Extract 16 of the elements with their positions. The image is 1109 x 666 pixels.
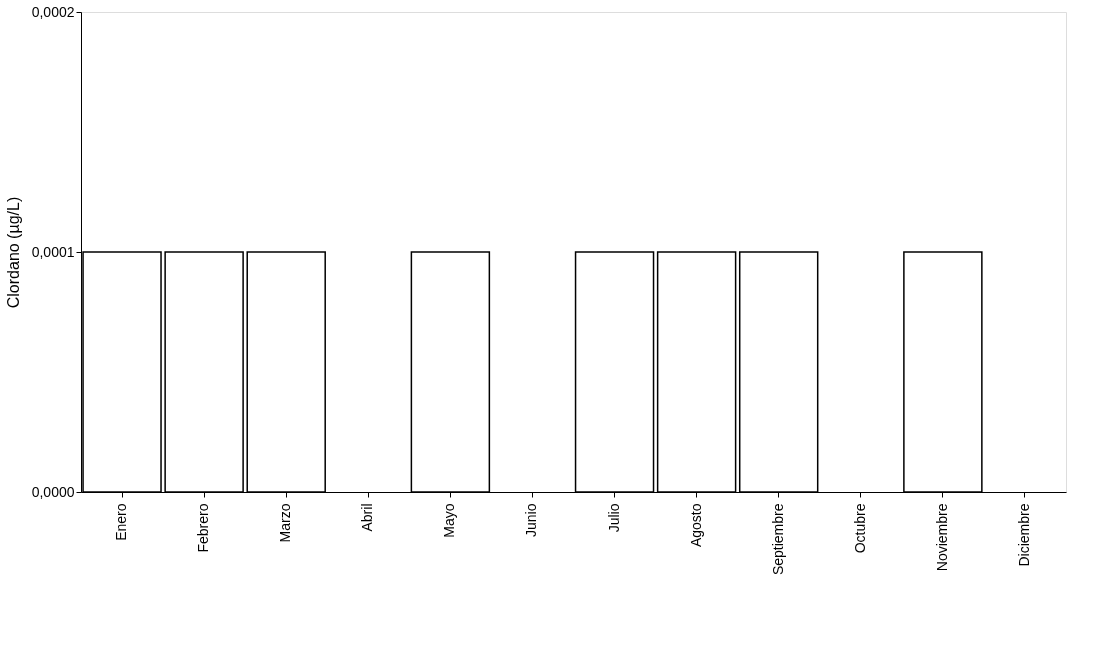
x-tick-label: Marzo <box>277 503 294 543</box>
x-tick-label: Febrero <box>195 503 212 553</box>
x-tick-label: Septiembre <box>769 503 786 576</box>
y-tick-label: 0,0001 <box>31 243 75 260</box>
x-tick-label: Noviembre <box>933 503 950 572</box>
y-tick-label: 0,0002 <box>31 3 75 20</box>
x-tick-label: Julio <box>605 503 622 533</box>
x-tick-label: Enero <box>113 503 130 541</box>
x-tick-label: Agosto <box>687 503 704 548</box>
x-tick-label: Mayo <box>441 503 458 538</box>
x-tick-label: Junio <box>523 503 540 537</box>
y-axis-title: Clordano (µg/L) <box>4 196 22 309</box>
x-tick-label: Abril <box>359 503 376 532</box>
x-tick-label: Diciembre <box>1015 503 1032 567</box>
y-tick-label: 0,0000 <box>31 483 75 500</box>
x-tick-label: Octubre <box>851 503 868 554</box>
